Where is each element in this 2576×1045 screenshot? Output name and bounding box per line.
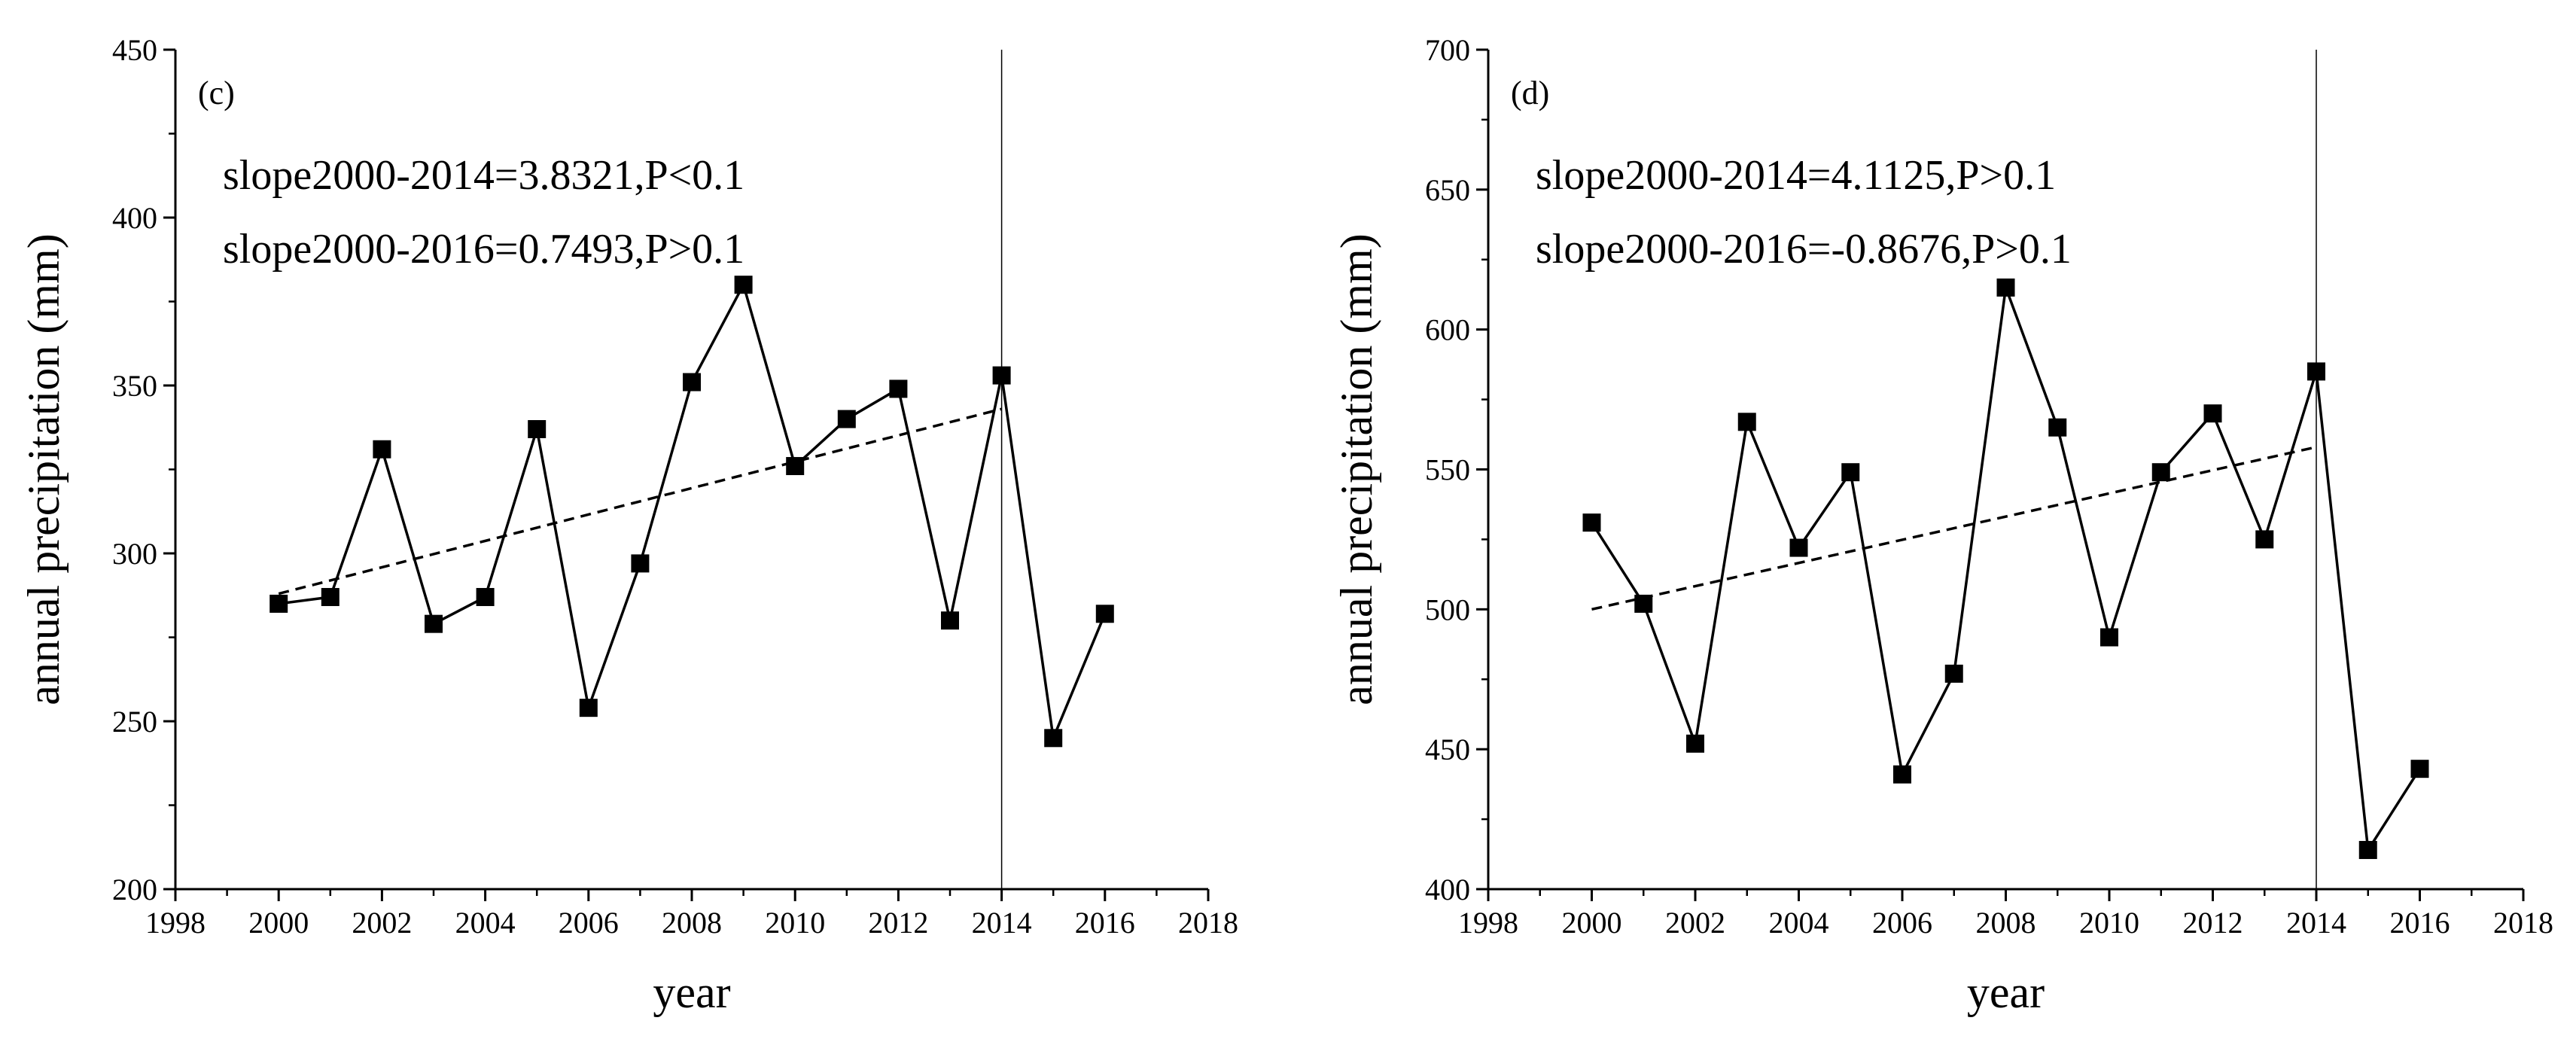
x-tick-label: 2008 xyxy=(662,906,722,940)
x-axis-title: year xyxy=(1967,967,2045,1017)
data-point-marker xyxy=(1737,413,1756,431)
x-tick-label: 2018 xyxy=(2493,906,2553,940)
y-tick-label: 300 xyxy=(112,537,157,571)
x-tick-label: 2012 xyxy=(868,906,928,940)
x-tick-label: 2014 xyxy=(972,906,1032,940)
data-point-marker xyxy=(2307,362,2325,381)
data-point-marker xyxy=(321,587,340,606)
data-point-marker xyxy=(1789,538,1808,557)
x-tick-label: 2002 xyxy=(1665,906,1725,940)
y-axis-title: annual precipitation (mm) xyxy=(1332,233,1381,705)
data-point-marker xyxy=(889,379,908,398)
slope-annotation: slope2000-2014=4.1125,P>0.1 xyxy=(1536,152,2056,199)
series-line xyxy=(278,281,1107,743)
y-tick-label: 450 xyxy=(112,33,157,67)
x-tick-label: 2006 xyxy=(1872,906,1932,940)
x-tick-label: 2018 xyxy=(1178,906,1238,940)
data-point-marker xyxy=(631,554,650,573)
data-point-marker xyxy=(579,699,598,717)
x-tick-label: 2000 xyxy=(1562,906,1622,940)
data-point-marker xyxy=(476,587,495,606)
data-point-marker xyxy=(1944,664,1963,683)
y-tick-label: 600 xyxy=(1425,313,1470,347)
data-point-marker xyxy=(2410,760,2429,778)
data-point-marker xyxy=(2048,418,2067,437)
x-tick-label: 2014 xyxy=(2286,906,2346,940)
x-tick-label: 2012 xyxy=(2183,906,2243,940)
data-point-marker xyxy=(1582,513,1601,532)
data-point-marker xyxy=(269,594,288,613)
x-tick-label: 2002 xyxy=(352,906,412,940)
y-tick-label: 200 xyxy=(112,873,157,906)
data-point-marker xyxy=(2151,463,2170,482)
series-line xyxy=(1591,287,2421,855)
y-tick-label: 500 xyxy=(1425,593,1470,626)
x-tick-label: 2016 xyxy=(1075,906,1135,940)
panel-label: (d) xyxy=(1511,75,1549,111)
y-tick-label: 400 xyxy=(1425,873,1470,906)
data-point-marker xyxy=(528,419,547,438)
chart-panel-c: 200 250 300 350 400 450 1998 2000 2002 2004 2006 20… xyxy=(19,33,1238,1017)
data-point-marker xyxy=(1686,734,1704,753)
data-point-marker xyxy=(1095,605,1114,623)
data-point-marker xyxy=(786,457,805,476)
slope-annotation: slope2000-2016=-0.8676,P>0.1 xyxy=(1536,226,2072,273)
x-tick-label: 2008 xyxy=(1976,906,2036,940)
trend-line xyxy=(278,407,1003,596)
x-tick-label: 2010 xyxy=(765,906,825,940)
panel-label: (c) xyxy=(198,75,235,111)
data-point-marker xyxy=(1893,765,1911,784)
slope-annotation: slope2000-2016=0.7493,P>0.1 xyxy=(223,226,744,273)
y-tick-label: 400 xyxy=(112,201,157,235)
data-point-marker xyxy=(1996,278,2015,297)
x-tick-label: 2004 xyxy=(1769,906,1829,940)
data-point-marker xyxy=(2358,840,2377,859)
x-tick-label: 1998 xyxy=(1458,906,1518,940)
x-tick-label: 2004 xyxy=(455,906,516,940)
y-tick-label: 450 xyxy=(1425,733,1470,766)
data-point-marker xyxy=(2100,628,2118,647)
data-point-marker xyxy=(992,366,1011,385)
chart-panel-d: 400 450 500 550 600 650 700 1998 2000 2002 2004 200… xyxy=(1332,33,2553,1017)
x-tick-label: 2016 xyxy=(2390,906,2450,940)
data-point-marker xyxy=(425,614,443,633)
y-tick-label: 550 xyxy=(1425,453,1470,487)
y-axis-title: annual precipitation (mm) xyxy=(19,233,69,705)
data-point-marker xyxy=(2255,530,2274,549)
data-point-marker xyxy=(941,611,959,630)
y-tick-label: 700 xyxy=(1425,33,1470,67)
data-point-marker xyxy=(837,410,856,428)
y-tick-label: 650 xyxy=(1425,173,1470,207)
data-point-marker xyxy=(683,373,701,391)
x-tick-label: 2006 xyxy=(559,906,619,940)
x-tick-label: 2010 xyxy=(2079,906,2139,940)
data-point-marker xyxy=(373,440,391,459)
y-tick-label: 350 xyxy=(112,369,157,403)
x-tick-label: 2000 xyxy=(248,906,309,940)
data-point-marker xyxy=(1044,729,1063,748)
data-point-marker xyxy=(2203,404,2222,423)
x-axis-title: year xyxy=(653,967,730,1017)
data-point-marker xyxy=(734,276,753,294)
y-tick-label: 250 xyxy=(112,705,157,739)
x-tick-label: 1998 xyxy=(145,906,206,940)
data-point-marker xyxy=(1841,463,1860,482)
slope-annotation: slope2000-2014=3.8321,P<0.1 xyxy=(223,152,744,199)
data-point-marker xyxy=(1634,594,1653,613)
trend-line xyxy=(1591,446,2317,611)
